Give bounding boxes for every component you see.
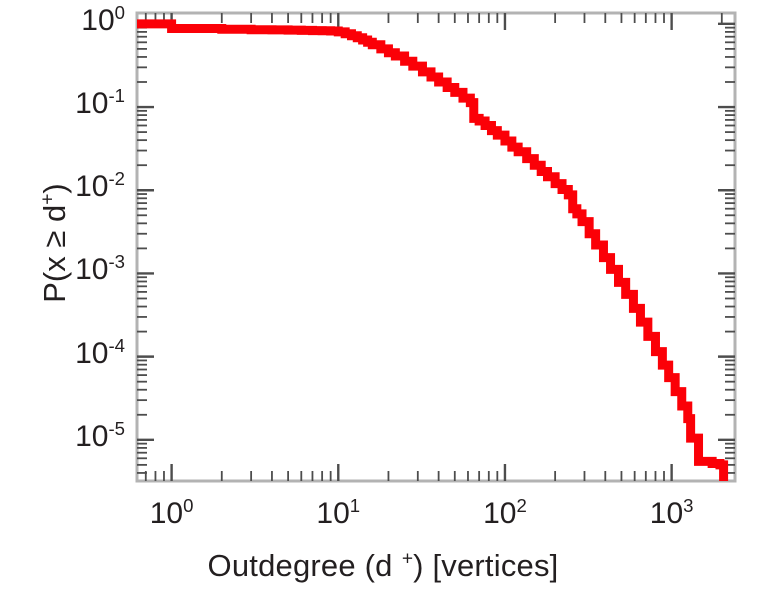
x-tick-label: 103 [612,495,732,531]
tick-mantissa: 10 [483,497,517,530]
tick-mantissa: 10 [75,336,109,370]
tick-exponent: 0 [183,495,194,516]
x-axis-ticks [144,13,723,481]
tick-exponent: -5 [108,417,125,439]
y-axis-label-post: ) [37,183,72,194]
tick-exponent: 2 [516,495,527,516]
tick-exponent: -3 [108,251,125,273]
tick-exponent: 0 [114,1,125,23]
tick-mantissa: 10 [316,497,350,530]
tick-exponent: 1 [349,495,361,516]
tick-mantissa: 10 [149,497,184,530]
x-tick-label: 100 [112,495,232,531]
x-axis-label: Outdegree (d +) [vertices] [0,548,766,584]
x-axis-label-main: Outdegree (d [207,548,393,583]
tick-mantissa: 10 [75,87,109,121]
data-series-line [137,19,729,481]
x-tick-label: 101 [278,495,398,531]
y-axis-label-superscript: + [37,193,59,205]
y-tick-label: 10-3 [5,251,125,287]
tick-exponent: -2 [108,168,125,190]
y-tick-label: 10-1 [5,85,125,121]
tick-mantissa: 10 [75,170,109,204]
y-axis-label-pre: P(x ≥ d [37,204,72,303]
tick-exponent: -4 [108,334,125,356]
axis-frame [135,11,737,483]
x-axis-label-superscript: + [401,548,414,570]
x-tick-label: 102 [445,495,565,531]
tick-exponent: 3 [683,495,694,516]
x-axis-label-tail: ) [vertices] [413,548,559,583]
tick-mantissa: 10 [75,419,109,453]
tick-mantissa: 10 [649,497,684,530]
y-axis-label: P(x ≥ d+) [37,183,73,303]
y-tick-label: 10-4 [5,335,125,371]
tick-mantissa: 10 [81,3,115,37]
y-tick-label: 100 [5,2,125,38]
y-tick-label: 10-2 [5,168,125,204]
y-axis-label-wrapper: P(x ≥ d+) [37,83,73,403]
y-axis-ticks [137,22,735,474]
tick-exponent: -1 [108,85,125,107]
tick-mantissa: 10 [75,253,109,287]
y-tick-label: 10-5 [5,418,125,454]
